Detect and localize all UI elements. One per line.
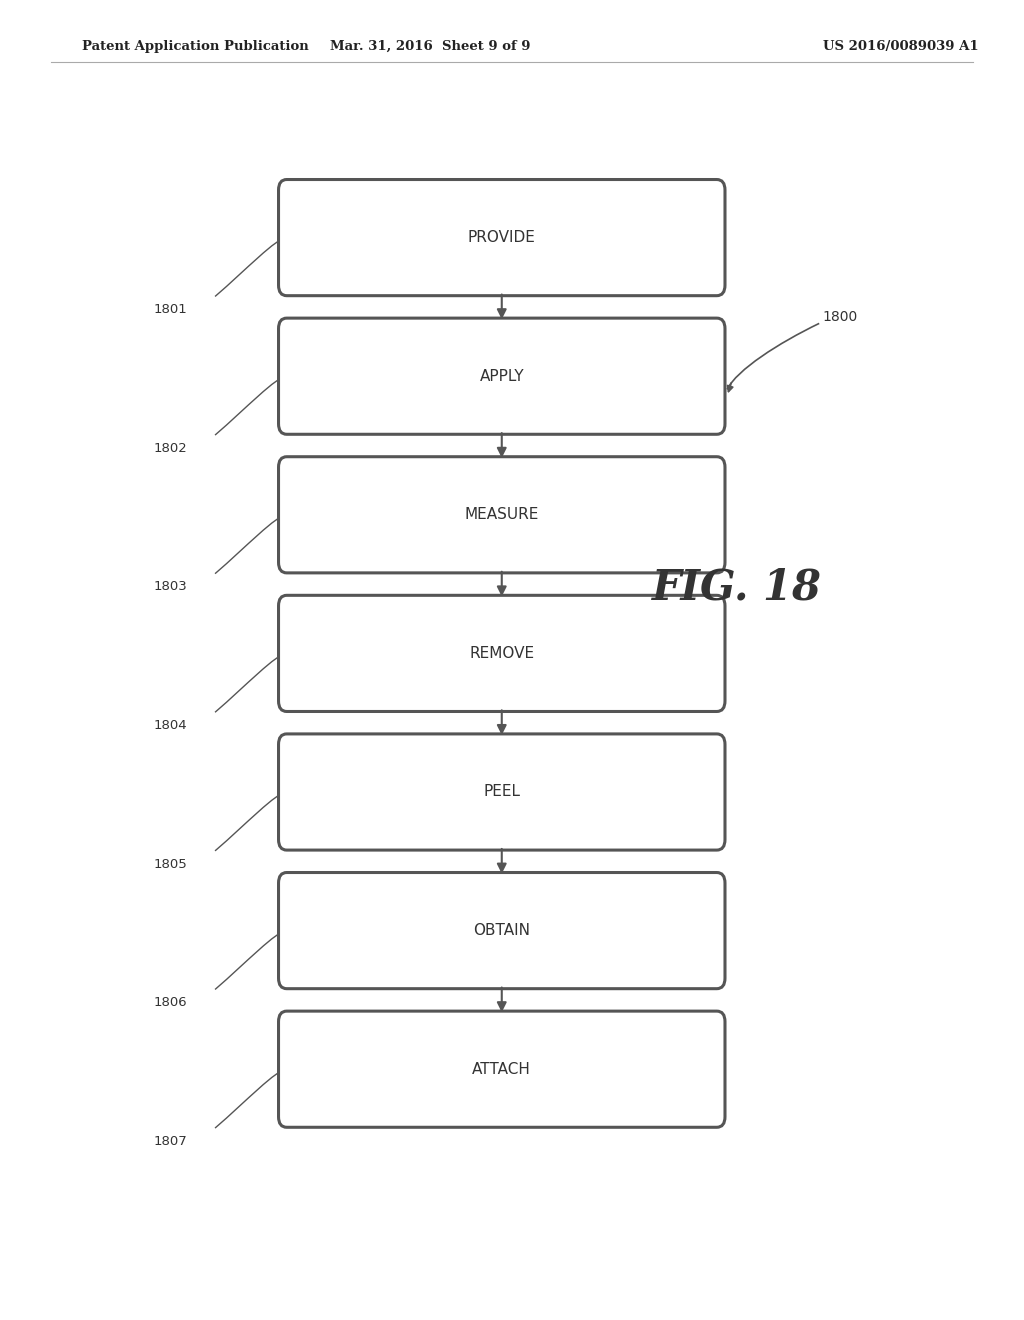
FancyBboxPatch shape	[279, 595, 725, 711]
Text: Patent Application Publication: Patent Application Publication	[82, 40, 308, 53]
Text: 1807: 1807	[154, 1135, 187, 1148]
FancyBboxPatch shape	[279, 734, 725, 850]
Text: 1801: 1801	[154, 304, 187, 317]
Text: 1802: 1802	[154, 442, 187, 455]
Text: ATTACH: ATTACH	[472, 1061, 531, 1077]
Text: 1806: 1806	[154, 997, 187, 1010]
Text: PROVIDE: PROVIDE	[468, 230, 536, 246]
Text: US 2016/0089039 A1: US 2016/0089039 A1	[823, 40, 979, 53]
FancyBboxPatch shape	[279, 180, 725, 296]
Text: MEASURE: MEASURE	[465, 507, 539, 523]
FancyBboxPatch shape	[279, 873, 725, 989]
Text: 1803: 1803	[154, 581, 187, 594]
Text: 1804: 1804	[154, 719, 187, 733]
Text: REMOVE: REMOVE	[469, 645, 535, 661]
FancyBboxPatch shape	[279, 318, 725, 434]
Text: 1800: 1800	[822, 310, 857, 323]
Text: PEEL: PEEL	[483, 784, 520, 800]
Text: OBTAIN: OBTAIN	[473, 923, 530, 939]
Text: Mar. 31, 2016  Sheet 9 of 9: Mar. 31, 2016 Sheet 9 of 9	[330, 40, 530, 53]
FancyBboxPatch shape	[279, 1011, 725, 1127]
Text: FIG. 18: FIG. 18	[652, 566, 822, 609]
Text: 1805: 1805	[154, 858, 187, 871]
FancyBboxPatch shape	[279, 457, 725, 573]
Text: APPLY: APPLY	[479, 368, 524, 384]
